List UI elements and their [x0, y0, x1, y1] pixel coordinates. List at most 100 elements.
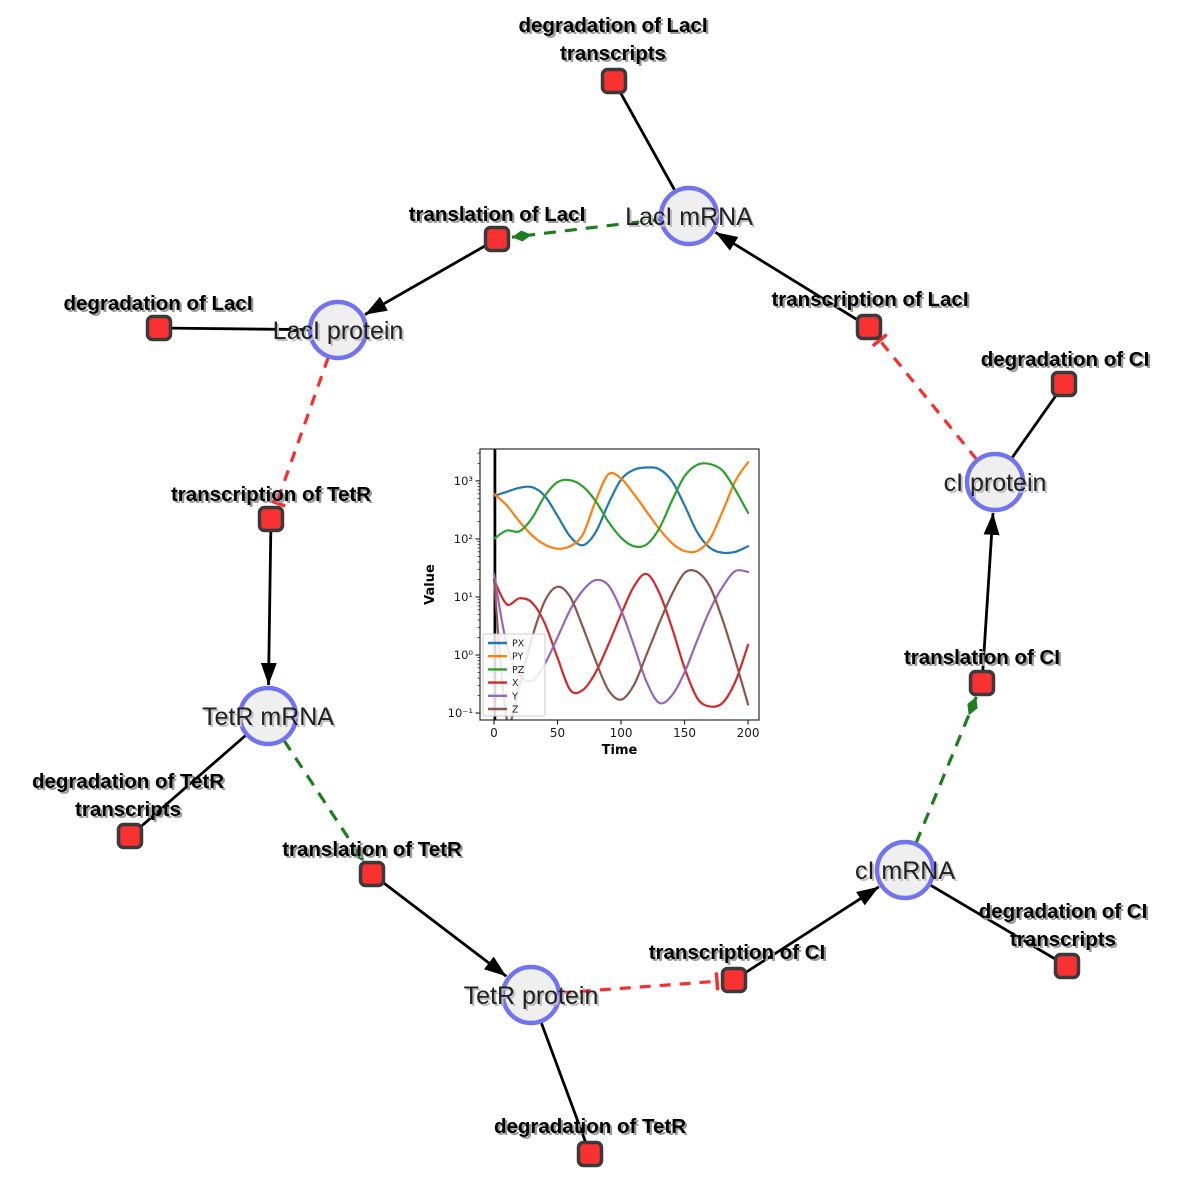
edge-ci_mrna-transl_ci: [914, 696, 978, 844]
reaction-label-txn_ci: transcription of CI: [649, 941, 826, 964]
reaction-label-shadow: transcripts: [77, 800, 183, 823]
y-tick-label: 10⁰: [454, 648, 474, 662]
species-node-tetr_mrna[interactable]: [237, 685, 299, 747]
species-label-shadow: LacI protein: [275, 319, 406, 347]
legend-label-PY: PY: [512, 652, 524, 663]
reaction-node-deg_tetr_tx[interactable]: [116, 822, 144, 850]
reaction-node-deg_ci[interactable]: [1050, 370, 1078, 398]
reaction-node-txn_laci[interactable]: [855, 313, 883, 341]
edge-tetr_mrna-transl_tetr: [282, 739, 366, 863]
reaction-node-transl_ci[interactable]: [968, 669, 996, 697]
reaction-node-deg_ci_tx[interactable]: [1053, 952, 1081, 980]
species-label-laci_mrna: LacI mRNA: [625, 203, 753, 231]
reaction-node-transl_tetr[interactable]: [358, 860, 386, 888]
edge-transl_tetr-tetr_prot: [380, 880, 508, 978]
species-label-shadow: cI protein: [946, 471, 1049, 499]
y-tick-label: 10²: [454, 532, 473, 546]
edge-laci_mrna-transl_laci: [511, 217, 661, 242]
reaction-label-shadow: degradation of CI: [983, 350, 1152, 373]
reaction-label-shadow: transcription of TetR: [173, 485, 373, 508]
reaction-node-transl_laci[interactable]: [483, 225, 511, 253]
reaction-label-transl_tetr: translation of TetR: [282, 838, 462, 861]
reaction-label-txn_laci: transcription of LacI: [771, 288, 968, 311]
x-tick-label: 50: [550, 726, 565, 740]
edge-laci_prot-txn_tetr: [267, 356, 330, 508]
series-line-PY: [492, 461, 750, 554]
y-tick-label: 10³: [454, 474, 474, 488]
reaction-label-shadow: transcription of CI: [651, 943, 828, 966]
legend: PX PY PZ XYZ: [482, 633, 546, 717]
edge-txn_laci-laci_mrna: [714, 231, 860, 322]
reaction-node-deg_laci_tx[interactable]: [600, 67, 628, 95]
reaction-label-deg_laci_tx: transcripts: [560, 42, 666, 65]
reaction-label-shadow: transcription of LacI: [774, 290, 971, 313]
y-axis-label: Value: [423, 564, 438, 605]
species-label-tetr_mrna: TetR mRNA: [202, 703, 334, 731]
x-tick-label: 100: [610, 726, 633, 740]
labels-layer: degradation of LacI degradation of LacI tr…: [32, 14, 1152, 1140]
species-label-shadow: TetR protein: [466, 984, 601, 1012]
legend-label-Z: Z: [512, 705, 519, 716]
legend-label-PX: PX: [512, 639, 525, 650]
reaction-label-transl_ci: translation of CI: [904, 646, 1060, 669]
legend-label-Y: Y: [511, 691, 518, 702]
reaction-label-shadow: translation of CI: [906, 648, 1062, 671]
edge-txn_tetr-tetr_mrna: [260, 530, 277, 686]
reaction-label-deg_laci: degradation of LacI: [63, 292, 252, 315]
edge-transl_ci-ci_prot: [981, 512, 1000, 672]
reaction-label-shadow: degradation of TetR: [496, 1117, 688, 1140]
reaction-label-deg_ci_tx: degradation of CI: [979, 900, 1148, 923]
reaction-node-txn_tetr[interactable]: [257, 505, 285, 533]
reaction-label-deg_ci_tx: transcripts: [1010, 928, 1116, 951]
species-label-ci_prot: cI protein: [944, 469, 1047, 497]
edge-tetr_mrna-deg_tetr_tx: [137, 733, 248, 830]
edge-tetr_prot-txn_ci: [559, 972, 720, 995]
species-node-ci_mrna[interactable]: [874, 839, 936, 901]
edges-layer: [137, 89, 1059, 1145]
reaction-node-deg_tetr[interactable]: [576, 1140, 604, 1168]
edge-ci_mrna-deg_ci_tx: [929, 883, 1059, 962]
reaction-label-deg_laci_tx: degradation of LacI: [518, 14, 707, 37]
reaction-label-transl_laci: translation of LacI: [409, 203, 586, 226]
reaction-node-deg_laci[interactable]: [145, 314, 173, 342]
reaction-label-shadow: degradation of LacI: [66, 294, 255, 317]
species-label-shadow: LacI mRNA: [627, 205, 755, 233]
species-label-shadow: cI mRNA: [857, 859, 957, 887]
series-line-X: [492, 572, 750, 708]
reaction-node-txn_ci[interactable]: [720, 966, 748, 994]
plot-frame: [479, 448, 760, 721]
reaction-label-shadow: transcripts: [1012, 930, 1118, 953]
y-tick-label: 10⁻¹: [448, 706, 473, 720]
species-label-laci_prot: LacI protein: [273, 317, 404, 345]
species-node-ci_prot[interactable]: [964, 451, 1026, 513]
species-node-laci_prot[interactable]: [307, 299, 369, 361]
edge-ci_prot-deg_ci: [1010, 392, 1059, 460]
edge-transl_laci-laci_prot: [364, 243, 488, 316]
legend-label-PZ: PZ: [512, 665, 525, 676]
edge-laci_prot-deg_laci: [169, 326, 310, 332]
x-tick-label: 200: [737, 726, 760, 740]
species-label-ci_mrna: cI mRNA: [855, 857, 955, 885]
legend-label-X: X: [512, 678, 519, 689]
reaction-label-deg_tetr: degradation of TetR: [494, 1115, 686, 1138]
reaction-label-shadow: translation of TetR: [284, 840, 464, 863]
x-axis-label: Time: [602, 743, 638, 758]
species-node-laci_mrna[interactable]: [658, 185, 720, 247]
edge-laci_mrna-deg_laci_tx: [618, 89, 677, 192]
edge-ci_prot-txn_laci: [871, 333, 978, 461]
edge-txn_ci-ci_mrna: [743, 885, 880, 975]
x-tick-label: 0: [490, 726, 498, 740]
species-node-tetr_prot[interactable]: [500, 964, 562, 1026]
reaction-label-deg_tetr_tx: degradation of TetR: [32, 770, 224, 793]
edge-tetr_prot-deg_tetr: [539, 1021, 588, 1145]
inset-timecourse-chart: 0 50 100 150 20010⁻¹10⁰10¹10²10³TimeValuePXP…: [423, 422, 778, 768]
reaction-label-deg_tetr_tx: transcripts: [75, 798, 181, 821]
reaction-label-shadow: degradation of LacI: [521, 16, 710, 39]
species-label-tetr_prot: TetR protein: [464, 982, 599, 1010]
y-tick-label: 10¹: [454, 590, 473, 604]
nodes-layer: [116, 67, 1081, 1168]
x-tick-label: 150: [673, 726, 696, 740]
reaction-label-shadow: degradation of TetR: [34, 772, 226, 795]
